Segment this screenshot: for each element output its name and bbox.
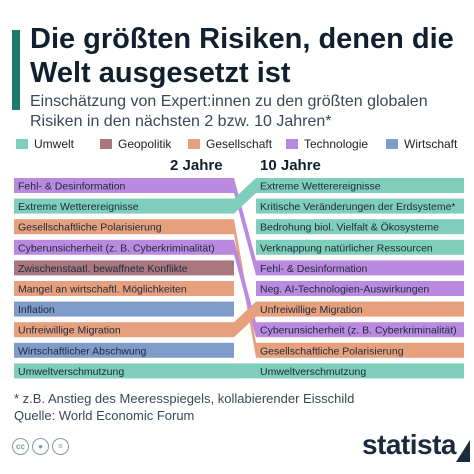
legend-item-geopolitik: Geopolitik	[100, 137, 171, 151]
right-rank-label: Verknappung natürlicher Ressourcen	[260, 242, 433, 254]
left-rank-label: Umweltverschmutzung	[18, 366, 124, 378]
legend-label: Geopolitik	[118, 137, 172, 151]
left-rank-label: Wirtschaftlicher Abschwung	[18, 345, 147, 357]
legend-item-gesellschaft: Gesellschaft	[188, 137, 272, 151]
rank-connector	[234, 301, 256, 338]
statista-logo-mark	[456, 440, 470, 462]
legend-item-wirtschaft: Wirtschaft	[386, 137, 457, 151]
legend-swatch-geopolitik	[100, 139, 112, 149]
right-rank-bar	[256, 219, 464, 235]
equals-icon[interactable]: =	[52, 438, 69, 455]
title-accent-bar	[12, 30, 20, 110]
left-rank-label: Gesellschaftliche Polarisierung	[18, 222, 162, 234]
left-rank-label: Mangel an wirtschaftl. Möglichkeiten	[18, 284, 187, 296]
right-rank-bar	[256, 260, 464, 276]
legend-swatch-umwelt	[16, 139, 28, 149]
left-rank-label: Inflation	[18, 304, 55, 316]
risk-ranking-chart: Fehl- & Desinformation Extreme Wettererei…	[14, 178, 464, 379]
legend-label: Wirtschaft	[404, 137, 458, 151]
statista-logo[interactable]: statista	[361, 429, 457, 460]
right-rank-label: Bedrohung biol. Vielfalt & Ökosysteme	[260, 222, 439, 234]
column-header-10-jahre: 10 Jahre	[260, 157, 321, 174]
left-rank-bar	[14, 198, 234, 214]
rank-connector	[234, 363, 256, 379]
rank-connector	[234, 178, 256, 214]
page-subtitle: Einschätzung von Expert:innen zu den grö…	[30, 93, 428, 130]
left-rank-label: Unfreiwillige Migration	[18, 325, 121, 337]
legend-label: Technologie	[304, 137, 369, 151]
legend-label: Umwelt	[34, 137, 75, 151]
left-rank-bar	[14, 342, 234, 358]
right-rank-label: Umweltverschmutzung	[260, 366, 366, 378]
left-rank-bar	[14, 363, 234, 379]
left-rank-bar	[14, 301, 234, 317]
left-rank-bar	[14, 281, 234, 296]
source-text: Quelle: World Economic Forum	[14, 408, 195, 423]
legend-item-umwelt: Umwelt	[16, 137, 74, 151]
right-rank-bar	[256, 239, 464, 255]
legend: Umwelt Geopolitik Gesellschaft Technolog…	[16, 137, 466, 153]
right-rank-bar	[256, 281, 464, 296]
right-rank-label: Gesellschaftliche Polarisierung	[260, 345, 404, 357]
left-rank-label: Zwischenstaatl. bewaffnete Konflikte	[18, 263, 188, 275]
right-rank-label: Fehl- & Desinformation	[260, 263, 368, 275]
person-icon[interactable]: ●	[32, 438, 49, 455]
right-rank-bar	[256, 363, 464, 379]
legend-swatch-gesellschaft	[188, 139, 200, 149]
right-rank-bar	[256, 301, 464, 317]
right-rank-bar	[256, 198, 464, 214]
right-rank-bar	[256, 178, 464, 193]
legend-label: Gesellschaft	[206, 137, 273, 151]
legend-swatch-technologie	[286, 139, 298, 149]
right-rank-bar	[256, 342, 464, 358]
right-rank-label: Neg. AI-Technologien-Auswirkungen	[260, 284, 429, 296]
left-rank-bar	[14, 219, 234, 235]
left-rank-label: Cyberunsicherheit (z. B. Cyberkriminalit…	[18, 242, 215, 254]
left-rank-bar	[14, 178, 234, 193]
right-rank-label: Unfreiwillige Migration	[260, 304, 363, 316]
legend-item-technologie: Technologie	[286, 137, 368, 151]
left-rank-bar	[14, 239, 234, 255]
legend-swatch-wirtschaft	[386, 139, 398, 149]
footnote: * z.B. Anstieg des Meeresspiegels, kolla…	[14, 390, 354, 424]
left-rank-bar	[14, 260, 234, 276]
right-rank-label: Kritische Veränderungen der Erdsysteme*	[260, 201, 456, 213]
cc-icon[interactable]: cc	[12, 438, 29, 455]
right-rank-label: Cyberunsicherheit (z. B. Cyberkriminalit…	[260, 325, 457, 337]
page-title: Die größten Risiken, denen die Welt ausg…	[30, 23, 454, 89]
right-rank-bar	[256, 322, 464, 338]
left-rank-bar	[14, 322, 234, 338]
footnote-text: * z.B. Anstieg des Meeresspiegels, kolla…	[14, 391, 355, 406]
footer: cc ● = statista	[0, 426, 474, 474]
left-rank-label: Fehl- & Desinformation	[18, 181, 126, 193]
column-header-2-jahre: 2 Jahre	[170, 157, 223, 174]
license-icons: cc ● =	[12, 438, 69, 455]
left-rank-label: Extreme Wetterereignisse	[18, 201, 139, 213]
right-rank-label: Extreme Wetterereignisse	[260, 181, 381, 193]
